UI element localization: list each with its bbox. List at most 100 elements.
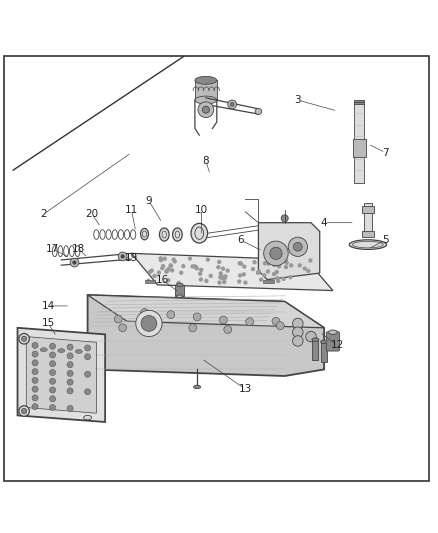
Circle shape [49, 343, 56, 349]
Ellipse shape [321, 340, 328, 344]
Circle shape [49, 405, 56, 410]
Circle shape [32, 351, 38, 357]
Circle shape [67, 353, 73, 359]
Circle shape [257, 269, 261, 273]
Ellipse shape [173, 228, 182, 241]
Circle shape [67, 344, 73, 350]
Ellipse shape [141, 229, 148, 240]
Circle shape [49, 369, 56, 376]
Circle shape [206, 257, 210, 262]
Circle shape [85, 354, 91, 360]
Circle shape [198, 271, 202, 276]
Ellipse shape [195, 96, 217, 104]
Circle shape [223, 274, 228, 279]
Ellipse shape [328, 330, 337, 334]
Text: 10: 10 [195, 205, 208, 215]
Circle shape [204, 279, 208, 283]
Circle shape [276, 279, 280, 283]
Ellipse shape [176, 283, 183, 287]
Circle shape [85, 345, 91, 351]
Polygon shape [26, 336, 96, 413]
Circle shape [283, 258, 288, 263]
Circle shape [269, 256, 274, 261]
Bar [195, 80, 217, 100]
Circle shape [198, 102, 214, 118]
Circle shape [266, 269, 270, 273]
Circle shape [162, 256, 167, 261]
Ellipse shape [194, 385, 201, 389]
Text: 8: 8 [202, 156, 209, 166]
Text: 4: 4 [321, 217, 328, 228]
Ellipse shape [177, 295, 183, 297]
Circle shape [165, 269, 169, 273]
Circle shape [230, 103, 234, 106]
Circle shape [118, 252, 127, 261]
Text: 14: 14 [42, 301, 55, 311]
Circle shape [267, 261, 271, 266]
Circle shape [276, 322, 284, 329]
Text: 17: 17 [46, 244, 59, 254]
Text: 5: 5 [382, 235, 389, 245]
Circle shape [166, 267, 171, 271]
Circle shape [49, 361, 56, 367]
Circle shape [136, 310, 162, 336]
Circle shape [239, 262, 243, 266]
Circle shape [199, 268, 203, 272]
Circle shape [303, 266, 307, 271]
Circle shape [154, 322, 162, 329]
Circle shape [220, 276, 225, 280]
Bar [263, 280, 274, 283]
Circle shape [161, 264, 165, 268]
Circle shape [270, 247, 282, 260]
Circle shape [148, 270, 152, 274]
Circle shape [256, 271, 260, 275]
Polygon shape [88, 295, 324, 328]
Circle shape [49, 352, 56, 358]
Circle shape [167, 311, 175, 319]
Circle shape [157, 270, 161, 275]
Text: 2: 2 [40, 209, 47, 219]
Circle shape [19, 334, 29, 344]
Circle shape [243, 280, 247, 285]
Circle shape [246, 318, 254, 326]
Ellipse shape [312, 338, 319, 342]
Circle shape [73, 261, 76, 264]
Circle shape [199, 277, 203, 281]
Circle shape [276, 263, 280, 267]
Ellipse shape [195, 76, 217, 84]
Circle shape [262, 273, 266, 277]
Circle shape [193, 313, 201, 321]
Circle shape [289, 263, 293, 268]
Circle shape [237, 261, 242, 265]
Circle shape [251, 267, 255, 271]
Bar [321, 342, 327, 362]
Ellipse shape [159, 228, 169, 241]
Circle shape [272, 317, 280, 325]
Circle shape [293, 318, 303, 329]
Circle shape [168, 263, 173, 268]
Bar [354, 104, 364, 183]
Circle shape [288, 237, 307, 256]
Circle shape [70, 258, 79, 267]
Circle shape [293, 327, 303, 337]
Circle shape [281, 215, 288, 222]
Circle shape [32, 342, 38, 349]
Circle shape [166, 278, 171, 282]
Circle shape [188, 256, 192, 261]
Circle shape [272, 272, 276, 276]
Circle shape [149, 269, 154, 273]
Bar [364, 203, 372, 233]
Circle shape [160, 266, 164, 270]
Ellipse shape [255, 108, 261, 115]
Circle shape [208, 273, 213, 278]
Polygon shape [18, 328, 105, 422]
Circle shape [216, 265, 221, 269]
Circle shape [306, 332, 316, 342]
Circle shape [177, 281, 181, 285]
Circle shape [306, 269, 311, 273]
Circle shape [141, 316, 157, 332]
Circle shape [276, 276, 280, 280]
Circle shape [141, 309, 148, 317]
Circle shape [67, 379, 73, 385]
Circle shape [32, 377, 38, 383]
